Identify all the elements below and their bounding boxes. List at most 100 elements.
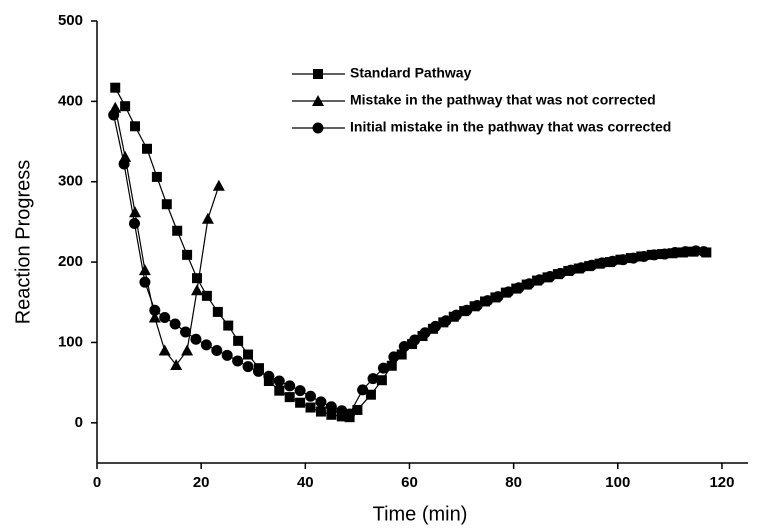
marker bbox=[110, 82, 121, 93]
x-tick-label: 80 bbox=[505, 474, 522, 491]
marker bbox=[575, 262, 587, 274]
marker bbox=[365, 389, 376, 400]
marker bbox=[211, 344, 223, 356]
marker bbox=[180, 326, 192, 338]
marker bbox=[336, 411, 347, 422]
marker bbox=[648, 249, 660, 261]
marker bbox=[118, 158, 130, 170]
marker bbox=[440, 315, 452, 327]
marker bbox=[181, 344, 194, 356]
marker bbox=[139, 276, 151, 288]
marker bbox=[138, 264, 151, 276]
marker bbox=[252, 365, 264, 377]
marker bbox=[108, 109, 120, 121]
marker bbox=[221, 349, 233, 361]
marker bbox=[201, 290, 212, 301]
marker bbox=[232, 355, 244, 367]
legend-label: Initial mistake in the pathway that was … bbox=[350, 119, 671, 135]
marker bbox=[502, 286, 514, 298]
marker bbox=[534, 274, 546, 286]
marker bbox=[305, 390, 317, 402]
x-tick-label: 20 bbox=[193, 474, 210, 491]
marker bbox=[367, 373, 379, 385]
marker bbox=[357, 384, 369, 396]
marker bbox=[388, 351, 400, 363]
marker bbox=[492, 291, 504, 303]
marker bbox=[200, 339, 212, 351]
y-tick-label: 400 bbox=[58, 92, 83, 109]
marker bbox=[344, 408, 356, 420]
marker bbox=[352, 404, 363, 415]
marker bbox=[698, 246, 710, 258]
y-tick-label: 0 bbox=[75, 414, 83, 431]
marker bbox=[471, 299, 483, 311]
marker bbox=[295, 397, 306, 408]
marker bbox=[172, 225, 183, 236]
marker bbox=[596, 257, 608, 269]
marker bbox=[315, 396, 327, 408]
marker bbox=[450, 309, 462, 321]
marker bbox=[680, 246, 692, 258]
marker bbox=[326, 409, 337, 420]
marker bbox=[305, 402, 316, 413]
marker bbox=[170, 358, 183, 370]
y-tick-label: 200 bbox=[58, 253, 83, 270]
marker bbox=[169, 318, 181, 330]
marker bbox=[607, 255, 619, 267]
marker bbox=[274, 385, 285, 396]
marker bbox=[638, 250, 650, 262]
marker bbox=[398, 340, 410, 352]
marker bbox=[212, 306, 223, 317]
marker bbox=[182, 249, 193, 260]
marker bbox=[159, 312, 171, 324]
marker bbox=[555, 267, 567, 279]
marker bbox=[120, 101, 131, 112]
x-axis-label: Time (min) bbox=[373, 503, 468, 525]
marker bbox=[284, 380, 296, 392]
marker bbox=[659, 248, 671, 260]
marker bbox=[409, 334, 421, 346]
marker bbox=[377, 362, 389, 374]
marker bbox=[190, 333, 202, 345]
y-tick-label: 100 bbox=[58, 333, 83, 350]
marker bbox=[223, 320, 234, 331]
marker bbox=[315, 406, 326, 417]
marker bbox=[396, 349, 407, 360]
legend-label: Mistake in the pathway that was not corr… bbox=[350, 92, 656, 108]
marker bbox=[161, 199, 172, 210]
marker bbox=[243, 349, 254, 360]
marker bbox=[233, 335, 244, 346]
legend-marker bbox=[312, 122, 324, 134]
marker bbox=[263, 370, 275, 382]
x-tick-label: 120 bbox=[709, 474, 734, 491]
marker bbox=[513, 282, 525, 294]
series-line bbox=[114, 87, 707, 418]
marker bbox=[294, 385, 306, 397]
marker bbox=[430, 320, 442, 332]
marker bbox=[130, 121, 141, 132]
x-tick-label: 40 bbox=[297, 474, 314, 491]
x-tick-label: 0 bbox=[93, 474, 101, 491]
marker bbox=[419, 327, 431, 339]
marker bbox=[376, 375, 387, 386]
marker bbox=[201, 212, 214, 224]
y-tick-label: 300 bbox=[58, 173, 83, 190]
marker bbox=[523, 278, 535, 290]
marker bbox=[586, 259, 598, 271]
legend-marker bbox=[313, 69, 323, 79]
marker bbox=[242, 361, 254, 373]
marker bbox=[129, 206, 142, 218]
marker bbox=[158, 344, 171, 356]
marker bbox=[149, 304, 161, 316]
marker bbox=[151, 171, 162, 182]
marker bbox=[273, 375, 285, 387]
marker bbox=[617, 254, 629, 266]
marker bbox=[627, 252, 639, 264]
marker bbox=[565, 264, 577, 276]
y-tick-label: 500 bbox=[58, 12, 83, 29]
x-tick-label: 60 bbox=[401, 474, 418, 491]
marker bbox=[544, 271, 556, 283]
legend-label: Standard Pathway bbox=[350, 65, 472, 81]
x-tick-label: 100 bbox=[605, 474, 630, 491]
